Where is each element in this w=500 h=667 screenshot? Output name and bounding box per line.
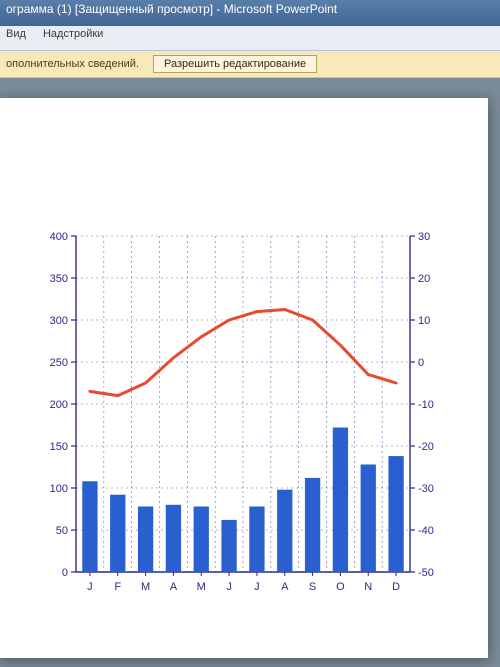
svg-text:300: 300 <box>50 315 68 327</box>
slide: 0 50 100 150 200 250 300 350 400 -50 -40 -30 -20 -10 0… <box>0 98 488 658</box>
climate-chart: 0 50 100 150 200 250 300 350 400 -50 -40 -30 -20 -10 0… <box>28 226 458 606</box>
svg-text:-10: -10 <box>418 399 434 411</box>
tab-addins[interactable]: Надстройки <box>43 28 103 40</box>
svg-text:A: A <box>170 581 178 593</box>
svg-text:J: J <box>254 581 260 593</box>
svg-text:200: 200 <box>50 399 68 411</box>
svg-text:J: J <box>226 581 232 593</box>
svg-text:20: 20 <box>418 273 430 285</box>
svg-text:A: A <box>281 581 289 593</box>
svg-text:-40: -40 <box>418 525 434 537</box>
svg-text:400: 400 <box>50 231 68 243</box>
protected-info-text: ополнительных сведений. <box>6 58 139 70</box>
slide-area: 0 50 100 150 200 250 300 350 400 -50 -40 -30 -20 -10 0… <box>0 78 500 667</box>
svg-text:D: D <box>392 581 400 593</box>
protected-view-bar: ополнительных сведений. Разрешить редакт… <box>0 51 500 78</box>
svg-text:0: 0 <box>62 567 68 579</box>
svg-text:10: 10 <box>418 315 430 327</box>
tab-view[interactable]: Вид <box>6 28 26 40</box>
svg-text:S: S <box>309 581 316 593</box>
svg-text:250: 250 <box>50 357 68 369</box>
svg-text:-50: -50 <box>418 567 434 579</box>
enable-editing-button[interactable]: Разрешить редактирование <box>153 55 317 73</box>
svg-text:J: J <box>87 581 93 593</box>
svg-text:-20: -20 <box>418 441 434 453</box>
svg-text:350: 350 <box>50 273 68 285</box>
svg-text:-30: -30 <box>418 483 434 495</box>
window-titlebar: ограмма (1) [Защищенный просмотр] - Micr… <box>0 0 500 26</box>
svg-text:30: 30 <box>418 231 430 243</box>
svg-text:0: 0 <box>418 357 424 369</box>
svg-text:150: 150 <box>50 441 68 453</box>
svg-text:M: M <box>197 581 206 593</box>
svg-text:50: 50 <box>56 525 68 537</box>
svg-text:F: F <box>114 581 121 593</box>
svg-text:N: N <box>364 581 372 593</box>
ribbon-tabs: Вид Надстройки <box>0 26 500 51</box>
svg-text:100: 100 <box>50 483 68 495</box>
svg-text:O: O <box>336 581 345 593</box>
svg-text:M: M <box>141 581 150 593</box>
window-title: ограмма (1) [Защищенный просмотр] - Micr… <box>6 2 337 16</box>
